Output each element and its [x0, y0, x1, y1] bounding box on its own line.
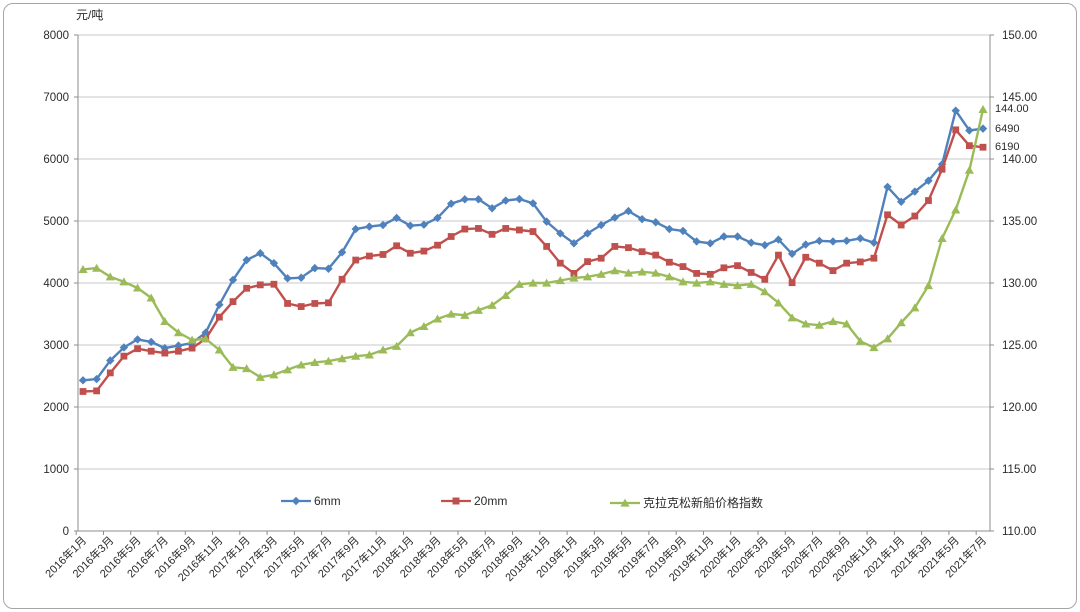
- svg-text:110.00: 110.00: [1002, 526, 1036, 538]
- svg-text:8000: 8000: [43, 30, 69, 42]
- svg-text:5000: 5000: [43, 216, 69, 228]
- series-20mm: [79, 126, 987, 395]
- svg-text:130.00: 130.00: [1002, 278, 1037, 290]
- chart-area-frame: [3, 3, 1077, 609]
- right-axis-labels: 150.00 145.00 140.00 135.00 130.00 125.00 120.…: [1002, 30, 1037, 538]
- svg-text:115.00: 115.00: [1002, 464, 1036, 476]
- series-克拉克松新船价格指数: [78, 105, 988, 381]
- x-axis-labels: 2016年1月2016年3月2016年5月2016年7月2016年9月2016年…: [42, 533, 989, 584]
- svg-text:150.00: 150.00: [1002, 30, 1037, 42]
- y-axis-unit-label: 元/吨: [76, 8, 104, 22]
- svg-text:120.00: 120.00: [1002, 402, 1037, 414]
- gridlines: [78, 34, 990, 532]
- svg-text:0: 0: [63, 526, 69, 538]
- svg-text:7000: 7000: [43, 92, 69, 104]
- svg-text:1000: 1000: [43, 464, 69, 476]
- axes: [74, 34, 994, 535]
- svg-text:4000: 4000: [43, 278, 69, 290]
- data-label-green-last: 144.00: [995, 103, 1029, 116]
- data-label-blue-last: 6490: [995, 122, 1020, 135]
- data-label-red-last: 6190: [995, 141, 1020, 154]
- left-axis-labels: 8000 7000 6000 5000 4000 3000 2000 1000 0: [43, 30, 69, 538]
- svg-text:140.00: 140.00: [1002, 154, 1037, 166]
- svg-text:6000: 6000: [43, 154, 69, 166]
- svg-text:2000: 2000: [43, 402, 69, 414]
- svg-text:145.00: 145.00: [1002, 92, 1037, 104]
- svg-text:125.00: 125.00: [1002, 340, 1037, 352]
- series-6mm: [78, 106, 988, 385]
- svg-text:135.00: 135.00: [1002, 216, 1037, 228]
- svg-text:3000: 3000: [43, 340, 69, 352]
